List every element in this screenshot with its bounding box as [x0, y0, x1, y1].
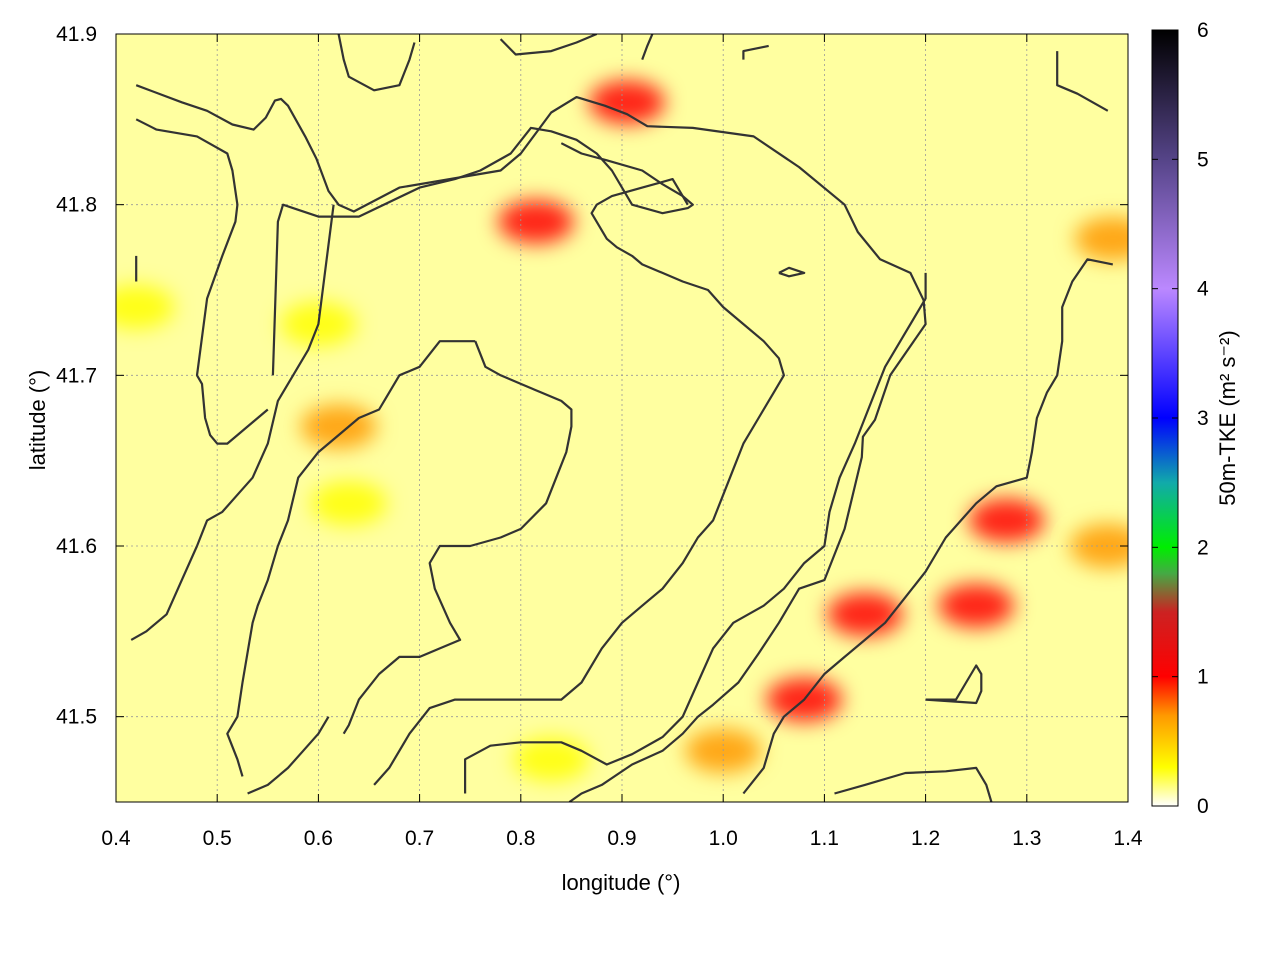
x-tick-label: 1.3	[1012, 827, 1041, 850]
x-tick-label: 0.9	[607, 827, 636, 850]
tke-hotspot	[497, 199, 574, 244]
terrain-contour	[135, 84, 927, 802]
terrain-contour	[342, 340, 573, 735]
y-tick-label: 41.8	[56, 194, 97, 217]
terrain-contour	[337, 34, 416, 92]
tke-field	[116, 80, 1128, 782]
y-tick-label: 41.5	[56, 706, 97, 729]
terrain-contours	[96, 34, 1114, 802]
colorbar-tick-label: 2	[1197, 536, 1209, 559]
x-axis-label: longitude (°)	[562, 870, 681, 895]
x-tick-label: 0.6	[304, 827, 333, 850]
colorbar: 0 1 2 3 4 5 6	[1151, 19, 1209, 818]
terrain-contour	[247, 716, 330, 795]
tke-hotspot	[310, 481, 387, 526]
terrain-contour	[925, 664, 983, 705]
tke-hotspot	[1069, 524, 1128, 568]
terrain-contour	[742, 258, 1114, 795]
terrain-contour	[1056, 51, 1109, 112]
terrain-contour	[226, 340, 476, 777]
terrain-contour	[778, 266, 806, 278]
x-tick-label: 1.0	[709, 827, 738, 850]
colorbar-tick-label: 1	[1197, 666, 1209, 689]
terrain-contour	[130, 204, 335, 641]
terrain-contour	[271, 126, 694, 376]
tke-hotspot	[589, 80, 666, 125]
x-tick-label: 1.2	[911, 827, 940, 850]
tke-hotspot	[116, 285, 175, 330]
y-tick-label: 41.9	[56, 23, 97, 46]
colorbar-tick-label: 3	[1197, 407, 1209, 430]
terrain-contour	[96, 43, 106, 60]
terrain-contour	[641, 34, 654, 60]
terrain-contour	[135, 118, 269, 445]
colorbar-tick-label: 5	[1197, 148, 1209, 171]
x-tick-label: 1.1	[810, 827, 839, 850]
terrain-contour	[499, 34, 598, 56]
colorbar-label: 50m-TKE (m² s⁻²)	[1215, 330, 1240, 505]
tke-hotspot	[513, 737, 590, 782]
colorbar-tick-label: 0	[1197, 795, 1209, 818]
x-tick-label: 1.4	[1113, 827, 1143, 850]
plot-area	[96, 34, 1128, 802]
tke-hotspot	[968, 498, 1045, 543]
terrain-contour	[834, 766, 993, 802]
x-tick-label: 0.8	[506, 827, 535, 850]
tke-hotspot	[1074, 216, 1128, 261]
x-tick-label: 0.5	[203, 827, 232, 850]
x-tick-label: 0.4	[101, 827, 131, 850]
colorbar-tick-label: 6	[1197, 19, 1209, 42]
terrain-contour	[742, 44, 769, 60]
x-tick-label: 0.7	[405, 827, 434, 850]
y-tick-label: 41.6	[56, 535, 97, 558]
tke-hotspot	[938, 583, 1015, 628]
tke-hotspot	[300, 404, 377, 449]
axes: 0.4 0.5 0.6 0.7 0.8 0.9 1.0 1.1 1.2 1.3 1.4 41.5 41.…	[56, 23, 1143, 850]
terrain-contour	[464, 272, 927, 794]
y-axis-label: latitude (°)	[25, 370, 50, 471]
colorbar-tick-label: 4	[1197, 278, 1209, 301]
y-tick-label: 41.7	[56, 364, 97, 387]
terrain-contour	[373, 178, 786, 786]
